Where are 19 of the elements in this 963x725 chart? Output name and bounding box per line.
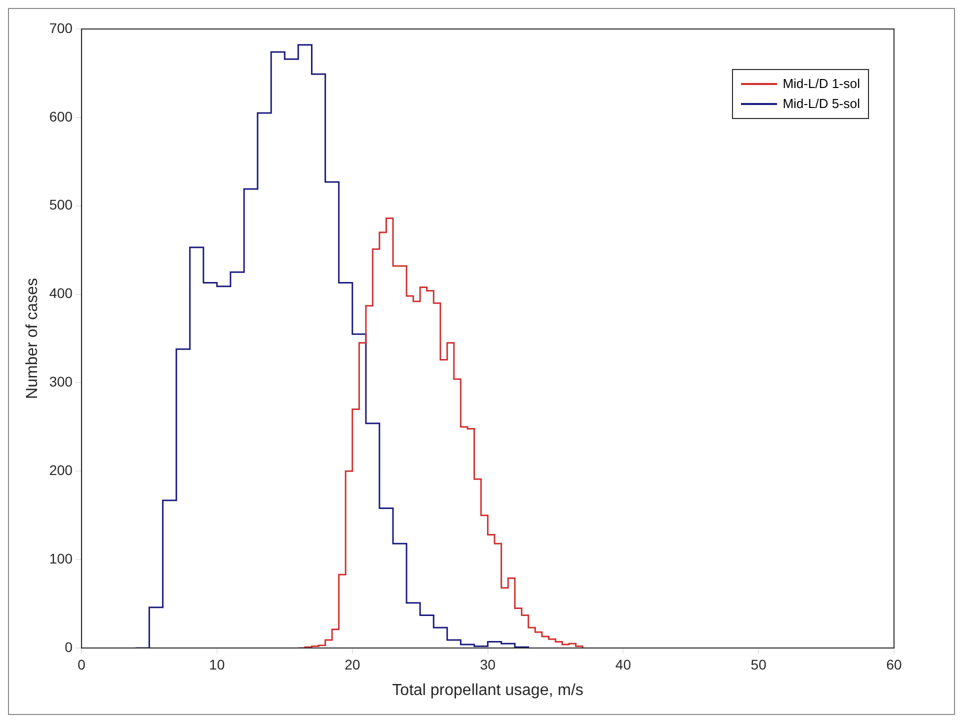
legend-label: Mid-L/D 5-sol <box>782 95 860 113</box>
x-tick-label: 0 <box>78 656 86 672</box>
legend-label: Mid-L/D 1-sol <box>782 75 860 93</box>
y-tick-label: 100 <box>49 550 73 566</box>
x-tick-label: 50 <box>750 656 767 672</box>
y-tick-label: 700 <box>49 20 73 36</box>
y-tick-label: 400 <box>49 285 73 302</box>
y-tick-label: 300 <box>49 374 73 390</box>
y-tick-label: 0 <box>64 638 73 655</box>
x-axis-title: Total propellant usage, m/s <box>392 682 584 699</box>
x-tick-label: 20 <box>344 656 360 672</box>
x-tick-label: 60 <box>886 656 902 672</box>
y-tick-label: 200 <box>49 462 73 478</box>
x-tick-label: 10 <box>209 656 225 672</box>
y-tick-label: 600 <box>49 108 73 124</box>
x-tick-label: 40 <box>615 656 632 672</box>
y-axis-title: Number of cases <box>24 278 42 399</box>
y-tick-label: 500 <box>49 196 73 213</box>
x-tick-label: 30 <box>480 656 496 672</box>
